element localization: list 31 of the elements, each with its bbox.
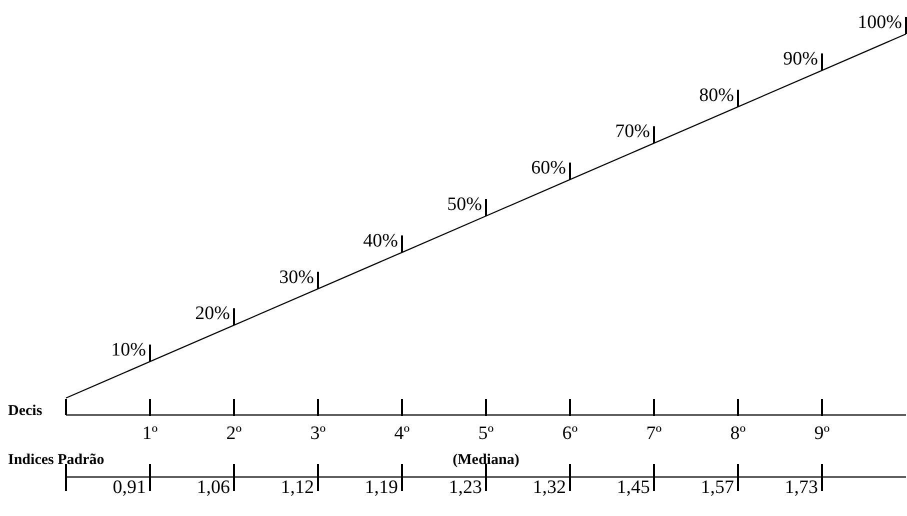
data-label: 80% — [699, 84, 734, 106]
text: 1,12 — [280, 477, 314, 498]
text: 1,57 — [700, 477, 734, 498]
text: 0,91 — [112, 477, 146, 498]
text: 1,06 — [196, 477, 230, 498]
text: 1,45 — [616, 477, 650, 498]
x-tick-label: 3º — [310, 423, 326, 444]
x-tick-label: 5º — [478, 423, 494, 444]
x-tick-label: 7º — [646, 423, 662, 444]
x-tick-label: 6º — [562, 423, 578, 444]
x-tick-label: 9º — [814, 423, 830, 444]
text: (Mediana) — [452, 452, 520, 468]
data-label: 70% — [615, 121, 650, 142]
x-tick-label: 2º — [226, 423, 242, 444]
text: 1,73 — [784, 477, 818, 498]
data-label: 10% — [111, 340, 146, 361]
data-label: 60% — [531, 158, 566, 179]
data-label: 30% — [279, 266, 314, 288]
text: Indices Padrão — [8, 452, 104, 468]
x-tick-label: 8º — [730, 423, 746, 444]
data-label: 50% — [447, 194, 482, 215]
text: 1,19 — [364, 477, 398, 498]
data-label: 90% — [783, 48, 818, 70]
x-tick-label: 1º — [142, 423, 158, 444]
text: 1,32 — [532, 477, 566, 498]
data-label: 40% — [363, 230, 398, 252]
data-label: 20% — [195, 303, 230, 324]
data-label: 100% — [858, 12, 902, 33]
x-axis-title: Decis — [8, 403, 42, 419]
x-tick-label: 4º — [394, 423, 410, 444]
text: 1,23 — [448, 477, 482, 498]
